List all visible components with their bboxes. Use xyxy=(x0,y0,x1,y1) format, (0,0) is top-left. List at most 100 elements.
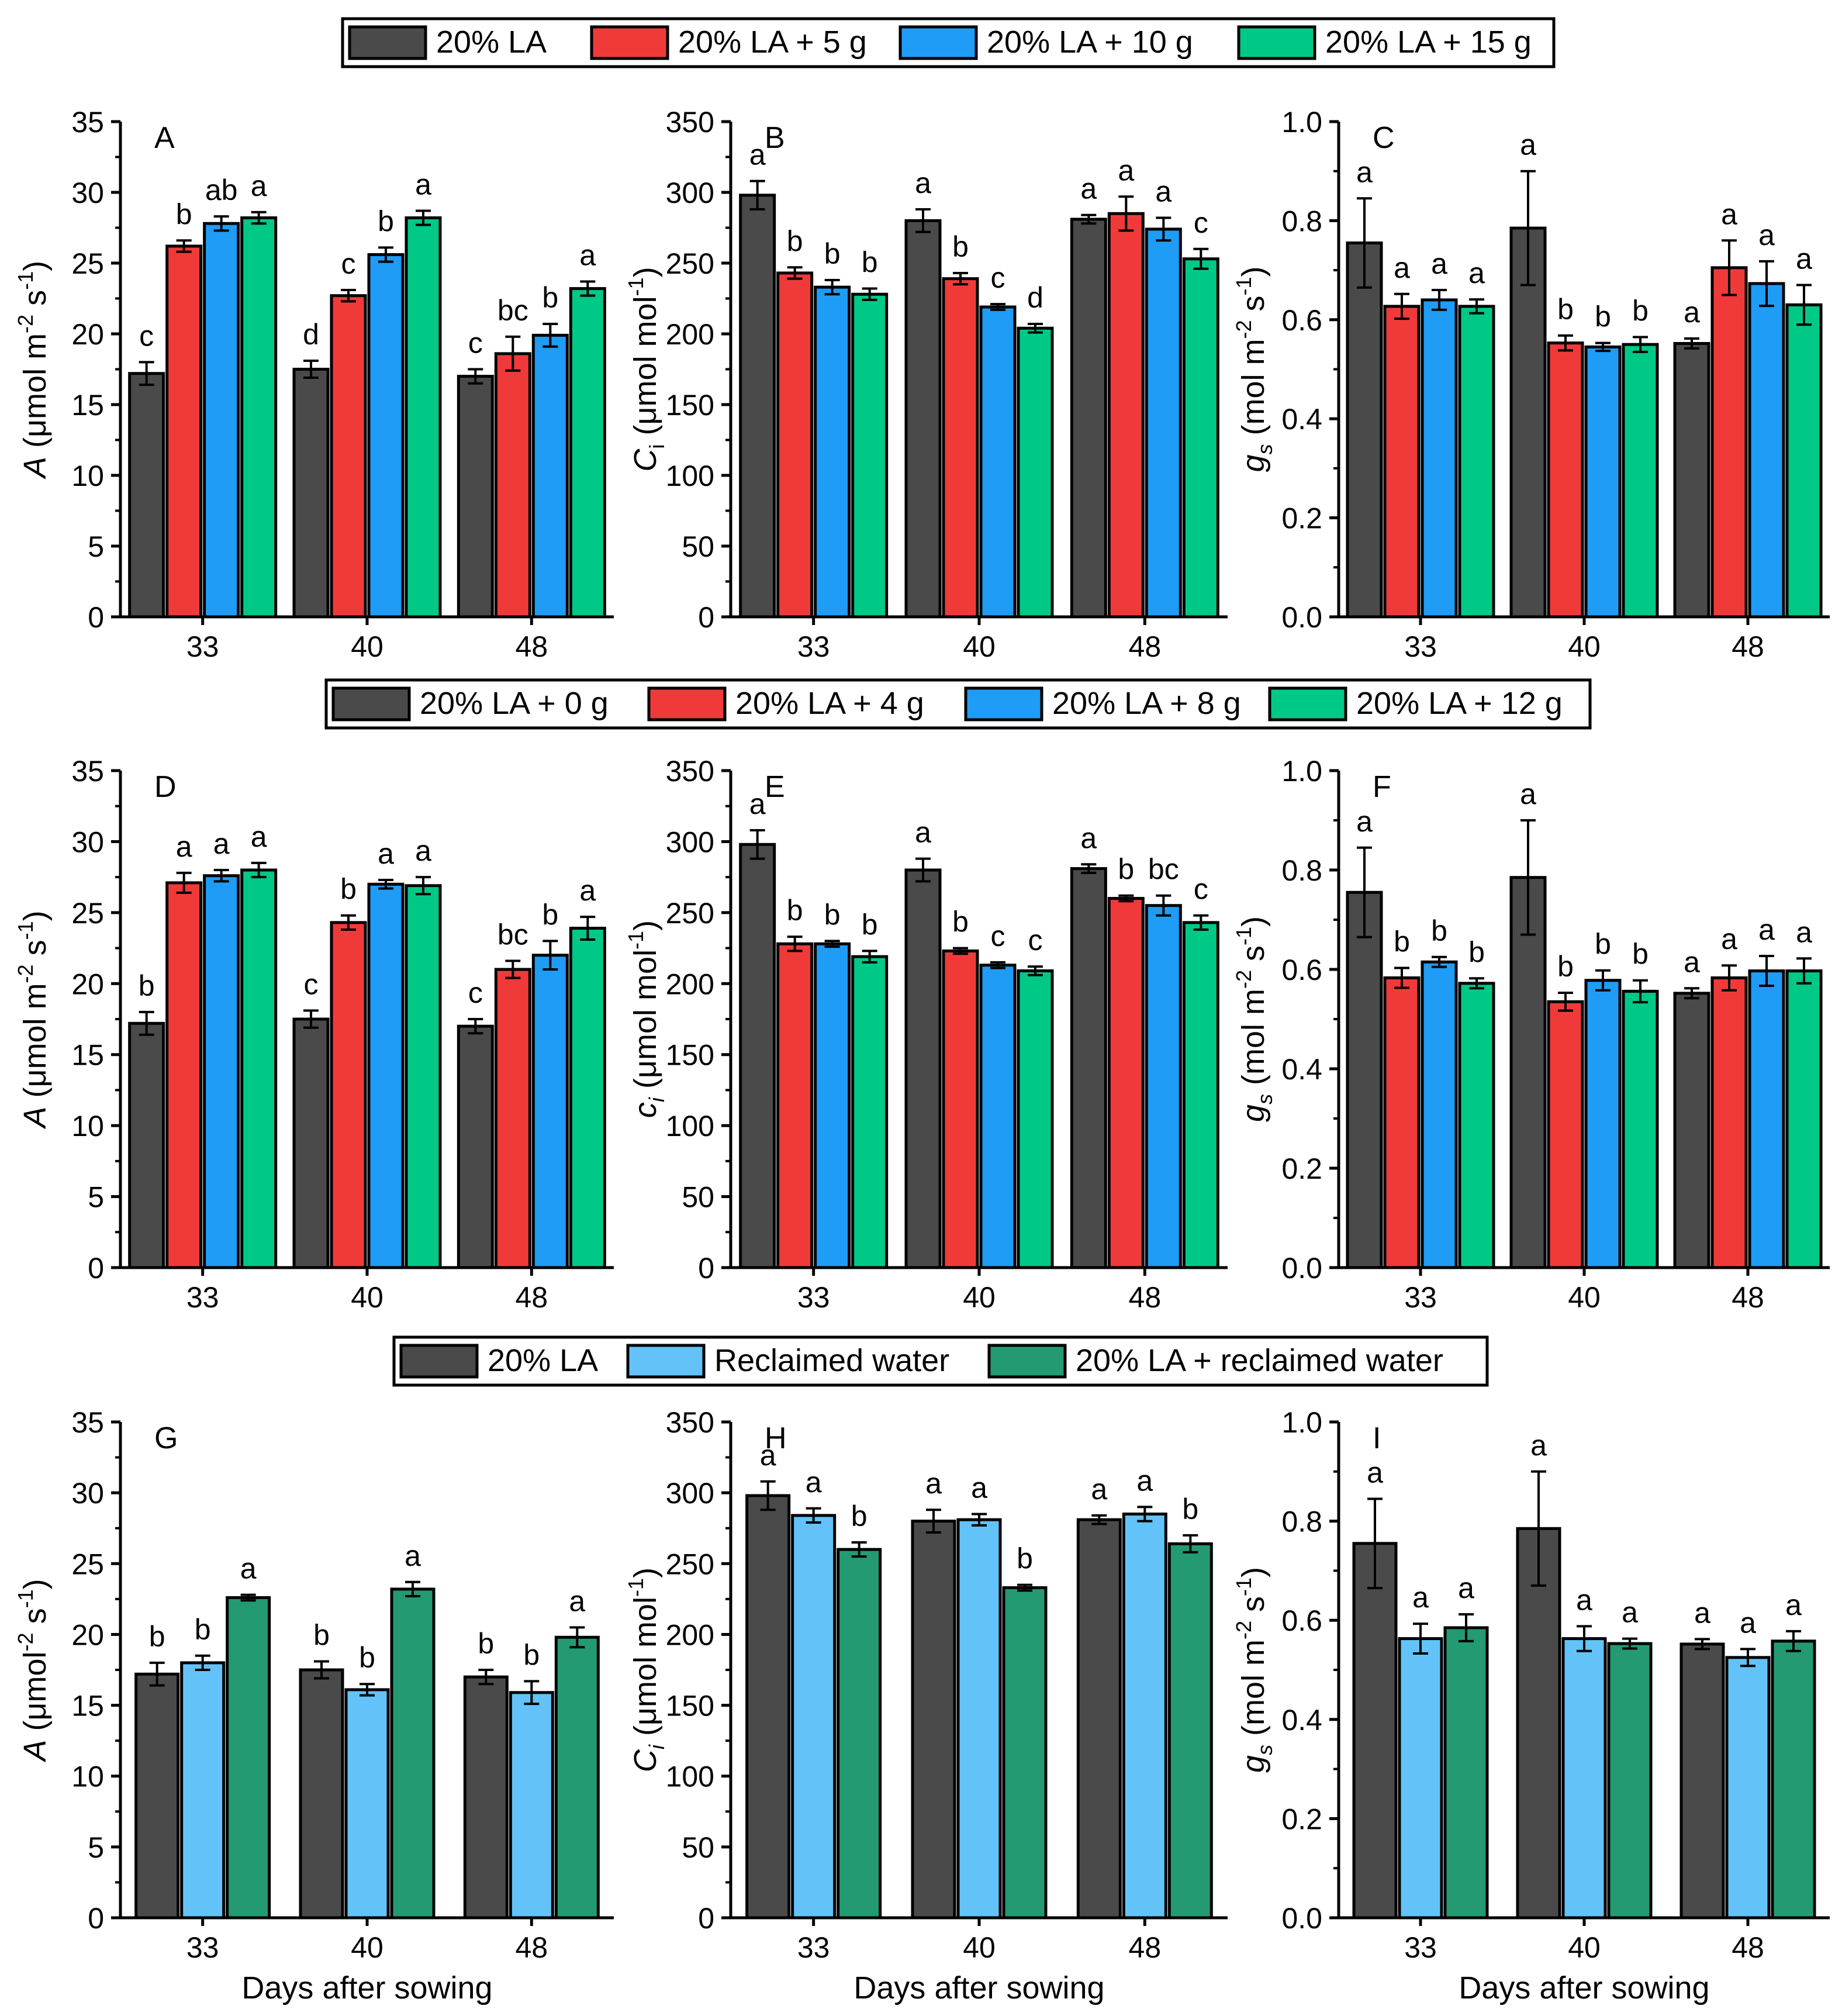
legend-frame xyxy=(324,678,1592,730)
y-label-symbol: C xyxy=(628,1749,663,1772)
x-tick-label: 40 xyxy=(963,630,996,663)
significance-letter: a xyxy=(749,139,766,171)
y-tick-label: 50 xyxy=(682,1181,714,1214)
y-tick-label: 350 xyxy=(666,1406,714,1439)
significance-letter: a xyxy=(240,1552,257,1585)
y-label-unit: (μmol mol xyxy=(628,1597,663,1745)
significance-letter: a xyxy=(1758,219,1775,251)
x-tick-label: 33 xyxy=(1404,630,1437,663)
y-tick-label: 0 xyxy=(88,1252,104,1285)
y-label-close-paren: ) xyxy=(1236,266,1271,277)
y-label-close-paren: ) xyxy=(628,267,663,277)
significance-letter: b xyxy=(542,281,558,314)
bar xyxy=(1122,1512,1167,1920)
y-axis-label: gs (mol m-2 s-1) xyxy=(1232,916,1277,1122)
significance-letter: b xyxy=(149,1620,165,1653)
bar xyxy=(299,1668,344,1920)
bar xyxy=(1182,921,1219,1269)
bar xyxy=(1002,1586,1048,1920)
y-tick-label: 1.0 xyxy=(1281,1406,1322,1439)
y-axis-label: A (μmol m-2 s-1) xyxy=(13,910,53,1129)
y-axis-label: A (μmol-2 s-1) xyxy=(13,1579,53,1762)
bar xyxy=(1107,897,1145,1269)
bar xyxy=(1076,1518,1122,1920)
significance-letter: c xyxy=(468,976,483,1009)
y-tick-label: 35 xyxy=(71,1406,104,1439)
significance-letter: a xyxy=(1721,923,1737,955)
x-axis-label: Days after sowing xyxy=(241,1970,492,2005)
bar xyxy=(165,244,203,619)
y-axis-label: ci (μmol mol-1) xyxy=(624,920,669,1118)
legend-1: 20% LA 20% LA + 5 g 20% LA + 10 g 20% LA + … xyxy=(341,17,1556,68)
y-label-subscript: i xyxy=(645,444,669,449)
legend-label: 20% LA + 12 g xyxy=(1356,686,1563,721)
y-label-subscript: s xyxy=(1253,444,1277,454)
bar xyxy=(330,294,367,619)
bar xyxy=(405,884,442,1269)
y-tick-label: 25 xyxy=(71,247,104,280)
significance-letter: a xyxy=(806,1466,822,1499)
y-tick-label: 35 xyxy=(71,106,104,139)
significance-letter: a xyxy=(251,170,267,202)
significance-letter: a xyxy=(1080,172,1097,205)
y-tick-label: 200 xyxy=(666,1618,714,1651)
y-label-subscript: s xyxy=(1253,1094,1277,1104)
y-tick-label: 200 xyxy=(666,318,714,351)
y-label-exponent: -2 xyxy=(1232,320,1256,339)
significance-letter: a xyxy=(1155,175,1171,208)
bar xyxy=(1710,976,1748,1269)
legend-label: 20% LA + 0 g xyxy=(420,686,609,721)
y-label-close-paren: ) xyxy=(18,261,53,271)
legend-2: 20% LA + 0 g 20% LA + 4 g 20% LA + 8 g 20% … xyxy=(324,678,1592,730)
bar xyxy=(390,1587,436,1920)
legend-label: 20% LA xyxy=(488,1343,598,1378)
bar xyxy=(956,1518,1002,1920)
significance-letter: a xyxy=(1356,805,1373,838)
y-label-exponent: -1 xyxy=(13,921,37,940)
bar xyxy=(1622,989,1659,1269)
panel-label: E xyxy=(765,770,785,804)
panel-label: D xyxy=(154,770,177,804)
x-tick-label: 33 xyxy=(1404,1281,1437,1314)
y-tick-label: 0.4 xyxy=(1281,1704,1322,1737)
y-label-exponent: -1 xyxy=(1232,277,1256,295)
significance-letter: b xyxy=(1468,935,1485,968)
y-tick-label: 0.2 xyxy=(1281,1803,1322,1835)
x-tick-label: 33 xyxy=(797,1281,830,1314)
y-label-unit-part: s xyxy=(1236,295,1271,320)
y-tick-label: 0.2 xyxy=(1281,1152,1322,1185)
x-tick-label: 40 xyxy=(351,1931,383,1964)
significance-letter: a xyxy=(1520,778,1536,810)
y-tick-label: 100 xyxy=(666,1760,714,1793)
bar xyxy=(1383,976,1421,1269)
y-tick-label: 0.4 xyxy=(1281,1053,1322,1086)
bar xyxy=(1785,969,1823,1269)
y-axis-label: Ci (μmol mol-1) xyxy=(624,1568,669,1772)
legend-frame xyxy=(392,1335,1489,1387)
bar xyxy=(1398,1637,1443,1920)
significance-letter: a xyxy=(1758,913,1775,946)
y-tick-label: 20 xyxy=(71,968,104,1000)
panel-label: G xyxy=(154,1421,178,1455)
y-tick-label: 0.6 xyxy=(1281,304,1322,337)
significance-letter: a xyxy=(1136,1464,1153,1497)
bar xyxy=(405,216,442,619)
bar xyxy=(942,277,979,619)
legend-label: 20% LA + 5 g xyxy=(678,25,867,60)
bar xyxy=(979,305,1017,619)
bar xyxy=(128,372,165,619)
x-tick-label: 48 xyxy=(1732,1281,1764,1314)
legend-swatch xyxy=(348,25,427,60)
bar xyxy=(1622,343,1659,619)
y-label-unit: (μmol mol xyxy=(628,296,663,444)
bar xyxy=(1673,341,1710,619)
y-tick-label: 200 xyxy=(666,968,714,1000)
y-tick-label: 30 xyxy=(71,177,104,209)
bar xyxy=(776,271,814,619)
significance-letter: a xyxy=(1530,1429,1547,1462)
significance-letter: b xyxy=(176,198,192,230)
bar xyxy=(739,843,776,1269)
significance-letter: a xyxy=(378,837,394,870)
